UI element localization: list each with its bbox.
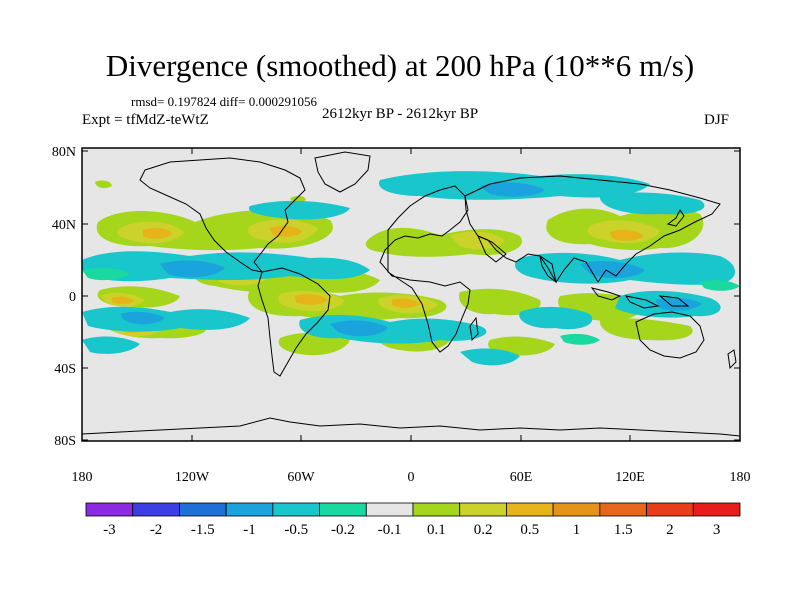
lon-label: 180	[72, 470, 93, 485]
colorbar-label: 3	[713, 522, 721, 538]
colorbar-labels: -3 -2 -1.5 -1 -0.5 -0.2 -0.1 0.1 0.2 0.5 1 1.5 2 3	[103, 522, 720, 538]
colorbar-swatch	[646, 502, 694, 517]
lon-label: 0	[408, 470, 415, 485]
season-label: DJF	[704, 112, 730, 128]
colorbar-label: -0.2	[331, 522, 355, 538]
lon-label: 60W	[287, 470, 315, 485]
colorbar-swatch	[412, 502, 461, 517]
colorbar-swatch	[599, 502, 647, 517]
colorbar-label: 0.2	[474, 522, 493, 538]
negative-weak-regions	[82, 267, 740, 345]
lat-label: 0	[69, 290, 76, 305]
colorbar	[85, 502, 741, 517]
stats-label: rmsd= 0.197824 diff= 0.000291056	[131, 94, 317, 109]
colorbar-label: -0.1	[378, 522, 402, 538]
colorbar-label: 1	[573, 522, 581, 538]
lon-ticks	[81, 148, 741, 441]
colorbar-label: 2	[666, 522, 674, 538]
colorbar-label: 0.5	[520, 522, 539, 538]
colorbar-label: -0.5	[284, 522, 308, 538]
colorbar-label: -3	[103, 522, 116, 538]
lat-labels: 80N 40N 0 40S 80S	[52, 145, 76, 449]
colorbar-swatch	[459, 502, 507, 517]
colorbar-swatch	[179, 502, 227, 517]
colorbar-swatch	[692, 502, 741, 517]
lon-label: 180	[730, 470, 751, 485]
colorbar-swatch	[272, 502, 320, 517]
lat-label: 40S	[54, 362, 76, 377]
negative-medium-regions	[120, 182, 702, 337]
colorbar-swatch	[506, 502, 554, 517]
lat-label: 40N	[52, 218, 76, 233]
coastlines	[82, 151, 740, 437]
colorbar-swatch	[319, 502, 367, 517]
colorbar-label: 0.1	[427, 522, 446, 538]
colorbar-swatch	[365, 502, 414, 517]
lon-label: 60E	[510, 470, 533, 485]
colorbar-swatch	[132, 502, 180, 517]
period-label: 2612kyr BP - 2612kyr BP	[321, 106, 479, 122]
colorbar-swatch	[552, 502, 601, 517]
colorbar-swatch	[85, 502, 134, 517]
experiment-label: Expt = tfMdZ-teWtZ	[82, 112, 209, 128]
colorbar-swatch	[225, 502, 274, 517]
map-title: Divergence (smoothed) at 200 hPa (10**6 …	[105, 48, 695, 83]
colorbar-label: -2	[150, 522, 163, 538]
lon-label: 120W	[175, 470, 210, 485]
lat-label: 80S	[54, 434, 76, 449]
lat-ticks	[82, 150, 740, 441]
colorbar-label: 1.5	[614, 522, 633, 538]
colorbar-label: -1	[243, 522, 256, 538]
colorbar-label: -1.5	[191, 522, 215, 538]
lon-label: 120E	[615, 470, 645, 485]
lon-labels: 180 120W 60W 0 60E 120E 180	[72, 470, 751, 485]
lat-label: 80N	[52, 145, 76, 160]
